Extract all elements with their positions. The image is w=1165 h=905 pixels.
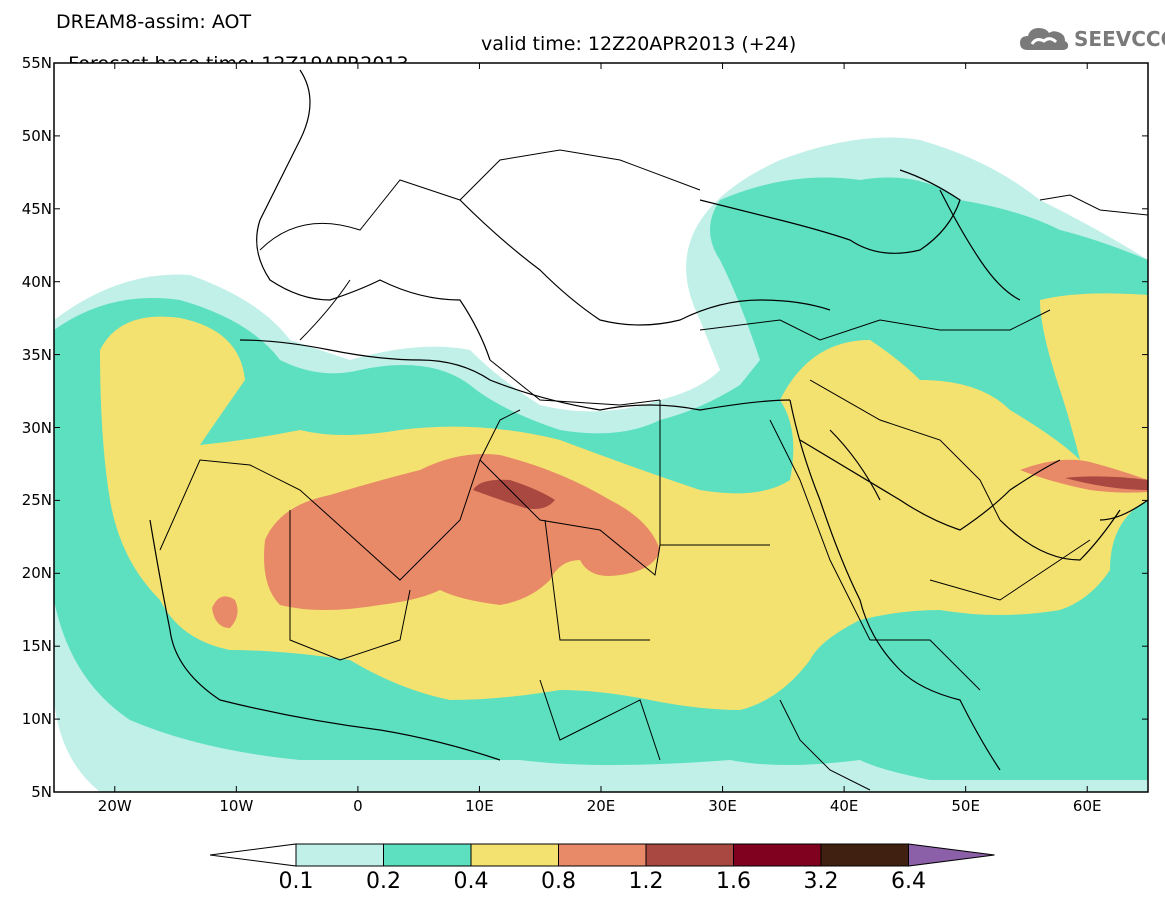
- colorbar-level-label: 3.2: [803, 869, 839, 894]
- lon-label: 20E: [586, 797, 616, 815]
- valid-time-text: valid time: 12Z20APR2013 (+24): [481, 33, 797, 55]
- lat-label: 35N: [21, 345, 52, 364]
- colorbar-level-label: 0.1: [278, 869, 314, 894]
- colorbar-max-arrow: [908, 843, 995, 867]
- colorbar-cell: [558, 843, 647, 867]
- colorbar-level-label: 1.6: [716, 869, 751, 894]
- lon-label: 40E: [829, 797, 859, 815]
- colorbar-min-arrow: [209, 843, 297, 867]
- lon-label: 10W: [219, 797, 254, 815]
- lat-label: 30N: [21, 418, 52, 437]
- aot-band-0.8-patch: [212, 596, 238, 628]
- colorbar-cell: [820, 843, 909, 867]
- lon-label: 60E: [1072, 797, 1102, 815]
- lon-label: 0: [353, 797, 363, 815]
- lon-label: 10E: [465, 797, 494, 815]
- logo-text: SEEVCCC: [1074, 27, 1165, 51]
- colorbar-level-label: 0.4: [453, 869, 489, 894]
- colorbar-cell: [645, 843, 734, 867]
- lat-label: 15N: [21, 637, 52, 656]
- colorbar-cell: [295, 843, 384, 867]
- colorbar-cell: [733, 843, 822, 867]
- country-borders: [159, 149, 1148, 791]
- lat-label: 45N: [21, 199, 52, 218]
- lat-label: 25N: [21, 491, 52, 510]
- lat-label: 5N: [31, 783, 52, 801]
- map-title: DREAM8-assim: AOT: [56, 11, 252, 33]
- colorbar-level-label: 6.4: [891, 869, 926, 894]
- lat-label: 20N: [21, 564, 52, 583]
- lat-label: 40N: [21, 272, 52, 291]
- colorbar-cell: [383, 843, 472, 867]
- aot-band-0.8: [264, 454, 660, 610]
- colorbar-level-label: 1.2: [628, 869, 664, 894]
- colorbar-cell: [470, 843, 559, 867]
- axis-ticks: [54, 62, 1148, 793]
- colorbar-level-label: 0.2: [366, 869, 401, 894]
- colorbar-level-label: 0.8: [541, 869, 576, 894]
- aot-band-1.2-gulf: [1065, 476, 1148, 490]
- lon-label: 50E: [951, 797, 980, 815]
- lon-label: 20W: [97, 797, 132, 815]
- seevccc-logo: SEEVCCC: [1018, 22, 1165, 56]
- lat-label: 55N: [21, 54, 52, 72]
- aot-contours: [54, 69, 1148, 792]
- cloud-icon: [1020, 28, 1069, 50]
- lat-label: 50N: [21, 126, 52, 145]
- lat-label: 10N: [21, 710, 52, 729]
- lon-label: 30E: [708, 797, 737, 815]
- coastlines: [149, 69, 1148, 771]
